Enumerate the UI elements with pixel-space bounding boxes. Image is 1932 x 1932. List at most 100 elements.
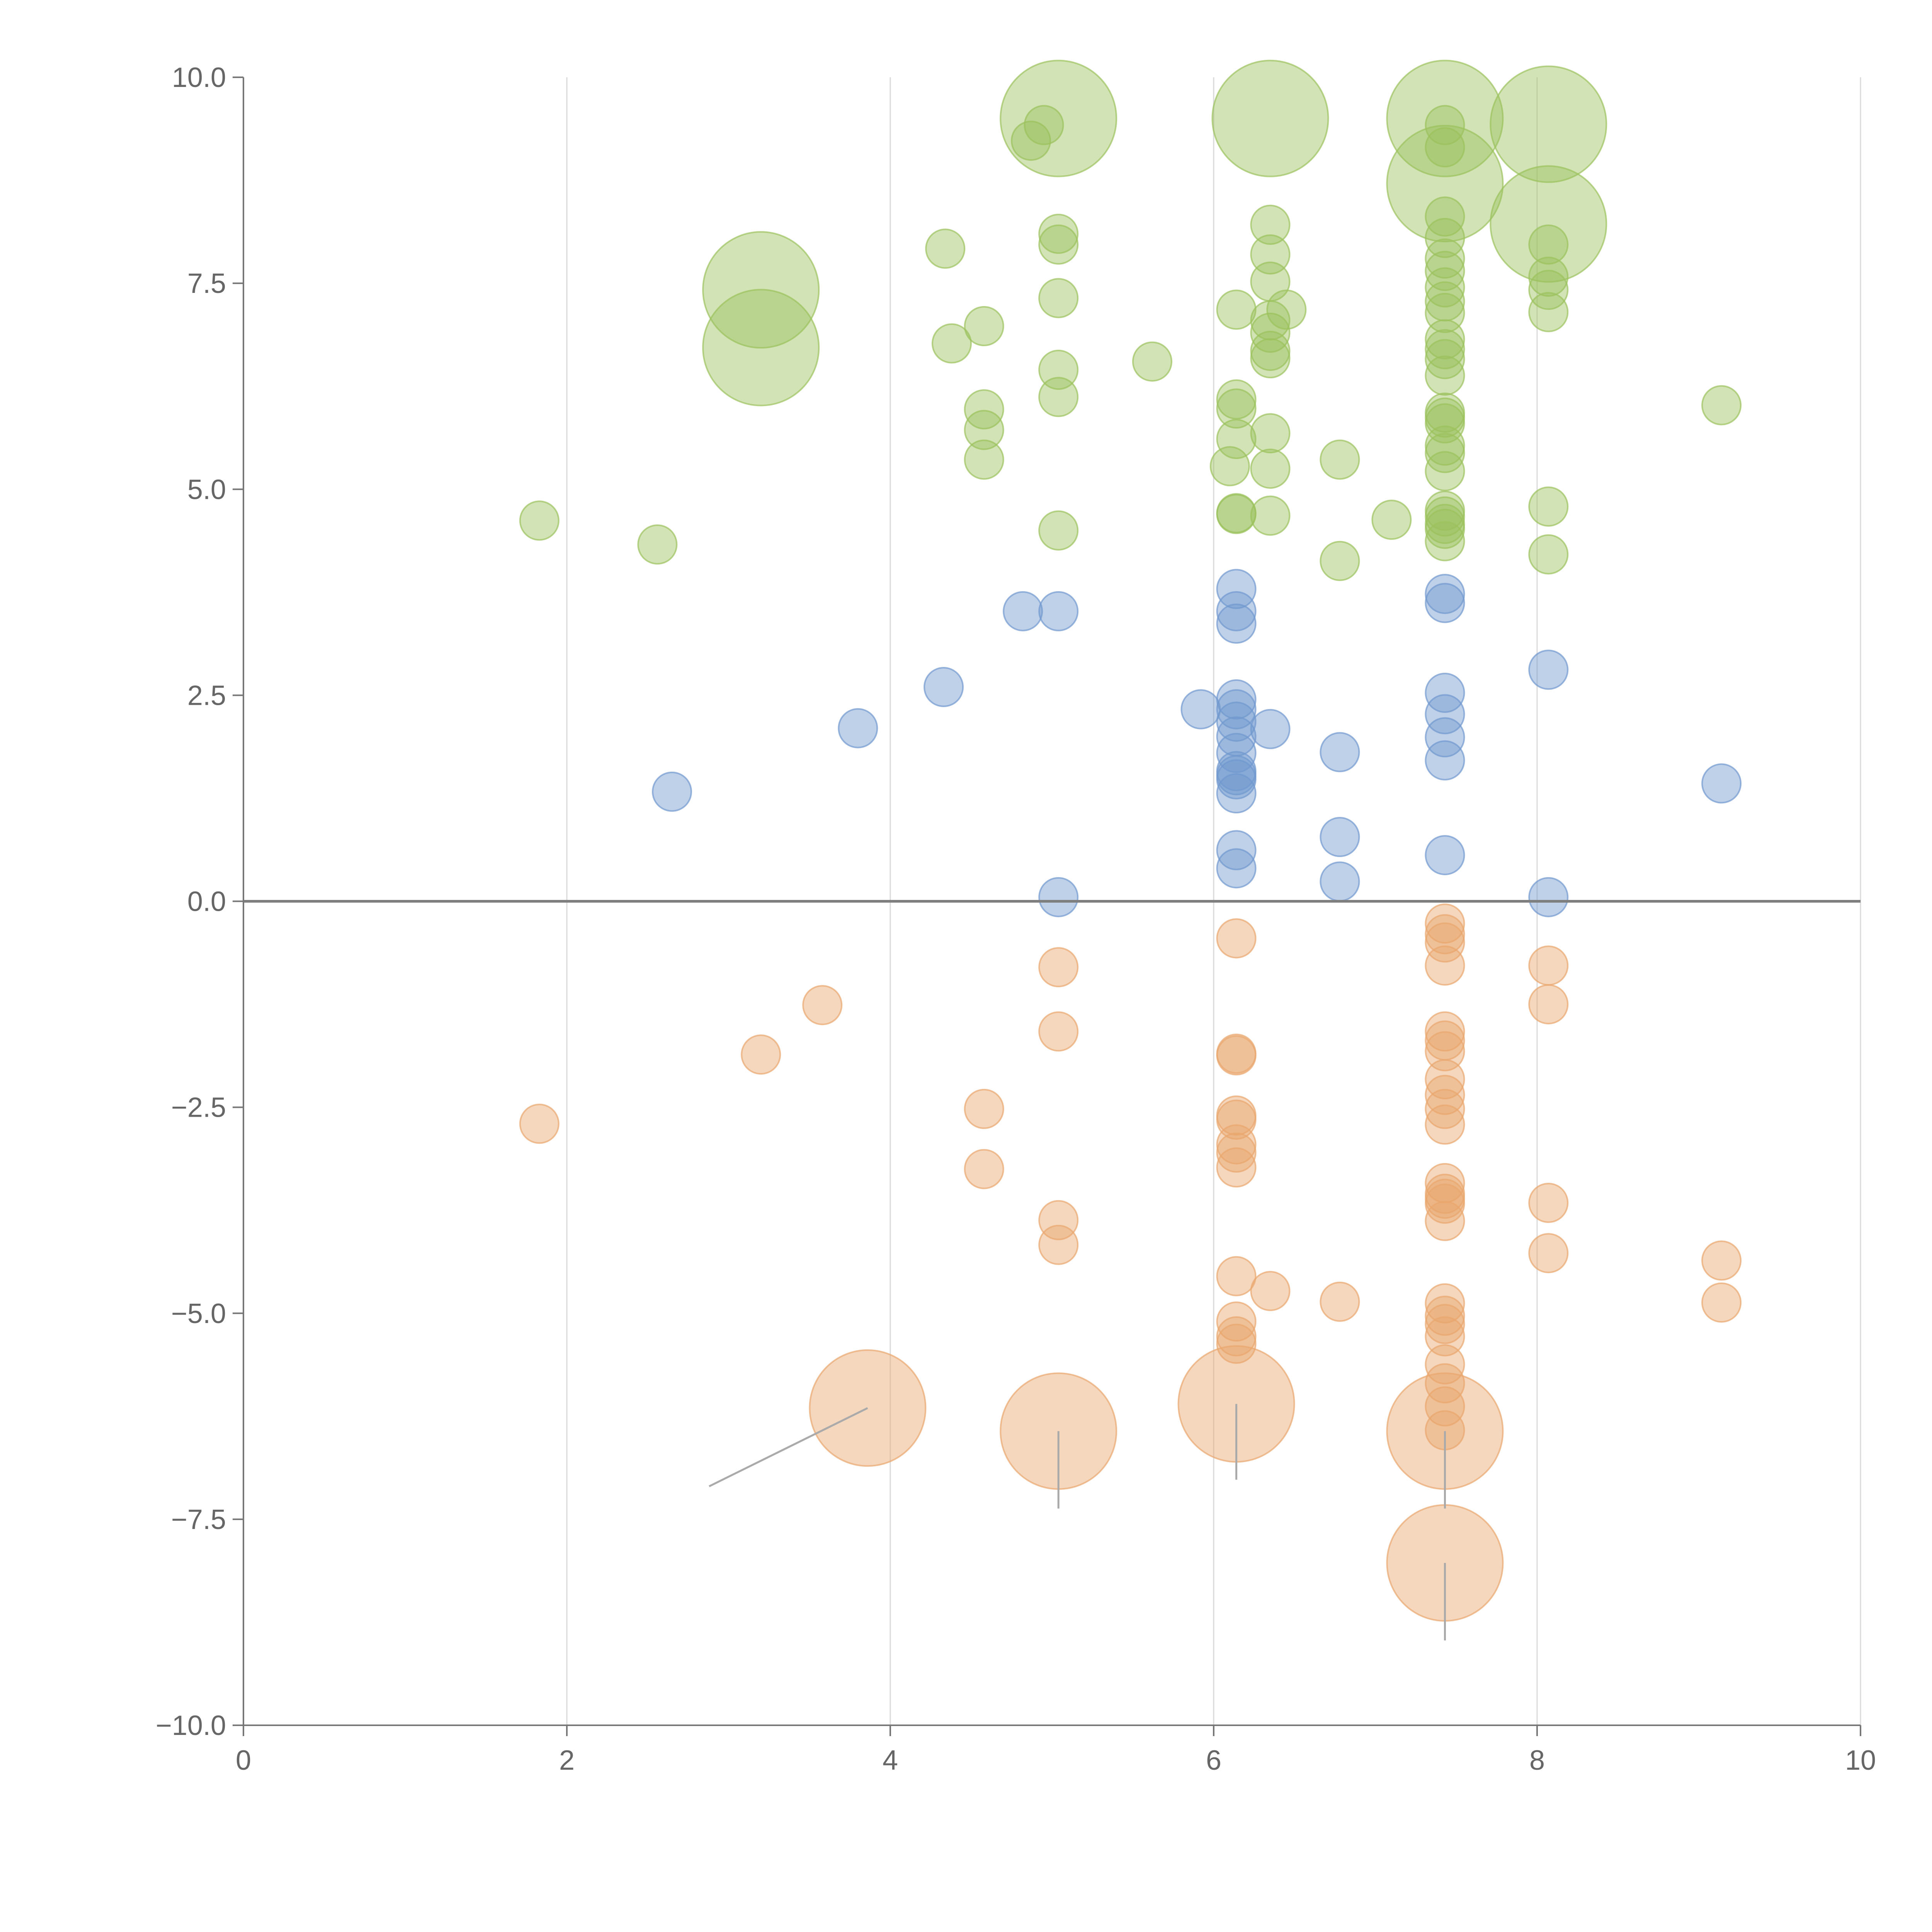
data-point-high: [1528, 270, 1569, 310]
data-point-high: [1250, 495, 1291, 536]
data-point-low: [1425, 1031, 1465, 1071]
axis-layer: −10.0 −7.5 −5.0 −2.5 0.0 2.5 5.0 7.5 10.0 0 2 4 6 8 10: [156, 62, 1876, 1776]
data-point-low: [1425, 1386, 1465, 1427]
data-point-low: [1701, 1240, 1742, 1281]
data-point-mid: [1216, 569, 1257, 609]
y-tick-label: 7.5: [187, 268, 226, 299]
data-point-high: [964, 389, 1004, 430]
data-point-high: [1250, 338, 1291, 379]
data-point-mid: [1425, 694, 1465, 735]
data-point-low: [1425, 1184, 1465, 1224]
data-point-high: [1701, 385, 1742, 425]
data-point-high: [1425, 521, 1465, 561]
data-point-mid: [1528, 650, 1569, 690]
data-point-mid: [1038, 591, 1079, 631]
data-point-mid: [1180, 689, 1221, 730]
data-point-low: [1425, 1088, 1465, 1129]
data-point-high: [1371, 500, 1412, 540]
data-point-high: [1216, 388, 1257, 429]
data-point-high: [519, 500, 560, 541]
data-point-mid: [1425, 835, 1465, 876]
y-tick-label: −5.0: [171, 1298, 226, 1329]
x-tick-label: 8: [1529, 1745, 1545, 1776]
data-point-mid: [1216, 701, 1257, 742]
data-point-high: [1425, 238, 1465, 279]
leader-line: [709, 1407, 868, 1487]
data-point-low: [1038, 947, 1079, 988]
x-tick-label: 10: [1845, 1745, 1876, 1776]
data-point-low: [1216, 1099, 1257, 1140]
data-point-high: [1024, 105, 1064, 145]
data-point-mid: [1216, 830, 1257, 871]
data-point-mid: [1425, 740, 1465, 781]
data-point-low: [1216, 1323, 1257, 1364]
data-point-high: [1211, 60, 1329, 177]
data-point-low: [1216, 1035, 1257, 1076]
data-point-high: [1425, 451, 1465, 492]
y-tick-label: 2.5: [187, 680, 226, 711]
data-point-low: [1216, 918, 1257, 959]
data-point-high: [1425, 433, 1465, 473]
data-point-high: [1038, 377, 1079, 417]
data-point-high: [1425, 355, 1465, 396]
data-point-high: [1320, 541, 1360, 581]
data-point-mid: [1216, 679, 1257, 720]
data-point-low: [1425, 1059, 1465, 1100]
data-point-mid: [1216, 591, 1257, 631]
data-point-mid: [1425, 717, 1465, 758]
data-point-low: [1425, 1296, 1465, 1336]
data-point-low: [1216, 1132, 1257, 1173]
data-point-low: [802, 985, 843, 1026]
data-point-low: [1038, 1225, 1079, 1265]
data-point-high: [1528, 292, 1569, 332]
point-layer: [519, 60, 1742, 1622]
data-point-low: [1216, 1124, 1257, 1165]
data-point-high: [1216, 379, 1257, 420]
y-tick-label: 10.0: [172, 62, 226, 93]
data-point-low: [1216, 1147, 1257, 1188]
data-point-high: [964, 439, 1004, 480]
data-point-low: [1038, 1200, 1079, 1240]
data-point-low: [1528, 945, 1569, 986]
y-tick-label: 5.0: [187, 474, 226, 505]
data-point-low: [741, 1034, 781, 1075]
data-point-low: [1216, 1256, 1257, 1296]
data-point-high: [1038, 278, 1079, 318]
y-tick-label: 0.0: [187, 886, 226, 917]
data-point-high: [1386, 60, 1504, 177]
data-point-mid: [838, 708, 878, 748]
data-point-mid: [923, 667, 964, 707]
data-point-low: [964, 1088, 1004, 1129]
data-point-low: [964, 1149, 1004, 1189]
data-point-low: [1425, 1104, 1465, 1145]
data-point-mid: [1038, 877, 1079, 917]
data-point-high: [1528, 224, 1569, 265]
data-point-mid: [1528, 877, 1569, 917]
data-point-low: [1216, 1301, 1257, 1342]
data-point-high: [1216, 494, 1257, 534]
data-point-high: [1216, 419, 1257, 459]
data-point-high: [1250, 204, 1291, 245]
data-point-mid: [1320, 732, 1360, 772]
data-point-high: [1425, 490, 1465, 531]
data-point-low: [1425, 945, 1465, 986]
data-point-high: [1038, 214, 1079, 254]
data-point-low: [1425, 1316, 1465, 1357]
data-point-high: [925, 228, 966, 269]
x-tick-label: 6: [1206, 1745, 1221, 1776]
y-tick-label: −7.5: [171, 1504, 226, 1535]
data-point-high: [1320, 439, 1360, 480]
data-point-high: [637, 524, 678, 565]
data-point-high: [1490, 165, 1607, 283]
data-point-low: [1038, 1011, 1079, 1052]
x-tick-label: 4: [883, 1745, 898, 1776]
data-point-mid: [1425, 672, 1465, 713]
data-point-high: [1490, 65, 1607, 183]
data-point-low: [1250, 1271, 1291, 1311]
data-point-high: [1425, 218, 1465, 258]
data-point-high: [1425, 196, 1465, 237]
y-tick-label: −10.0: [156, 1710, 226, 1741]
data-point-high: [1425, 403, 1465, 444]
